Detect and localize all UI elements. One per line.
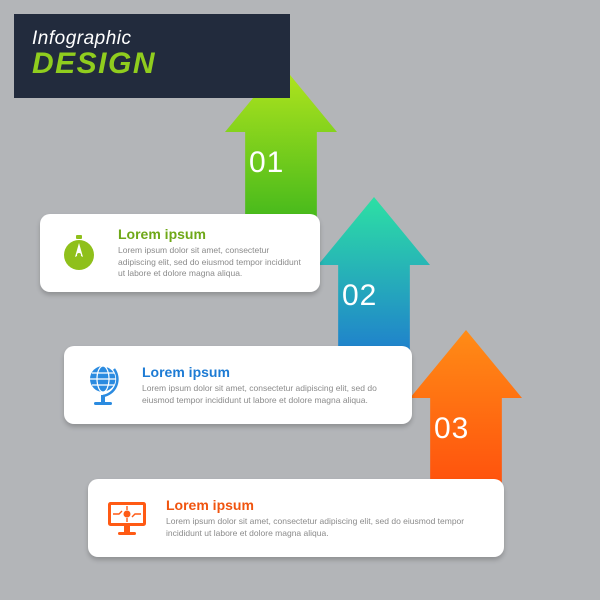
step-body: Lorem ipsum dolor sit amet, consectetur … <box>142 383 396 406</box>
step-text: Lorem ipsum Lorem ipsum dolor sit amet, … <box>166 497 504 539</box>
step-text: Lorem ipsum Lorem ipsum dolor sit amet, … <box>118 226 320 279</box>
step-bar-02: Lorem ipsum Lorem ipsum dolor sit amet, … <box>64 346 412 424</box>
step-title: Lorem ipsum <box>118 226 304 242</box>
header-title-line2: DESIGN <box>32 50 272 79</box>
globe-icon <box>64 363 142 407</box>
step-title: Lorem ipsum <box>142 364 396 380</box>
step-title: Lorem ipsum <box>166 497 488 513</box>
monitor-icon <box>88 498 166 538</box>
step-bar-03: Lorem ipsum Lorem ipsum dolor sit amet, … <box>88 479 504 557</box>
compass-icon <box>40 233 118 273</box>
step-text: Lorem ipsum Lorem ipsum dolor sit amet, … <box>142 364 412 406</box>
step-body: Lorem ipsum dolor sit amet, consectetur … <box>118 245 304 279</box>
header-banner: Infographic DESIGN <box>14 14 290 98</box>
step-body: Lorem ipsum dolor sit amet, consectetur … <box>166 516 488 539</box>
step-bar-01: Lorem ipsum Lorem ipsum dolor sit amet, … <box>40 214 320 292</box>
